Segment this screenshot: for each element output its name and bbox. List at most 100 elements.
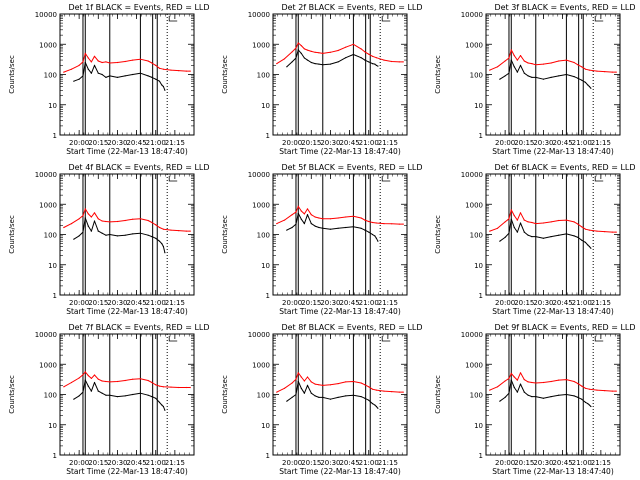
events-data-point [588,85,590,88]
events-data-point [584,401,587,403]
events-data-point [590,247,592,249]
x-tick-label: 20:45 [126,139,146,147]
y-tick-label: 10 [48,422,57,430]
events-data-point [519,222,522,224]
x-tick-label: 21:00 [359,299,379,307]
x-tick-label: 20:45 [552,459,572,467]
lld-data-point [101,61,103,64]
y-tick-label: 10 [474,422,483,430]
x-tick-label: 20:15 [301,299,321,307]
lld-data-point [283,58,286,60]
events-data-point [531,76,533,78]
events-data-point [531,236,533,238]
lld-data-point [508,377,510,379]
lld-data-point [550,380,552,383]
events-data-point [516,391,518,393]
lld-data-point [151,381,153,384]
lld-data-point [139,378,141,380]
y-tick-label: 1000 [39,361,57,369]
x-axis-label: Start Time (22-Mar-13 18:47:40) [492,307,614,316]
events-data-point [527,234,529,236]
x-axis-label: Start Time (22-Mar-13 18:47:40) [279,307,401,316]
lld-data-point [352,380,354,383]
x-axis-label: Start Time (22-Mar-13 18:47:40) [66,147,188,156]
lld-data-point [158,67,161,69]
plot-frame [59,333,195,456]
events-data-point [504,396,506,398]
events-data-point [510,218,512,220]
events-data-point [565,233,567,235]
events-data-point [513,386,515,389]
lld-data-point [90,377,92,379]
detector-panel-2: Det 2f BLACK = Events, RED = LLD Counts/s… [221,3,423,156]
x-tick-label: 21:15 [378,139,398,147]
x-tick-label: 20:15 [514,299,534,307]
lld-data-point [97,378,99,380]
lld-data-point [558,60,560,62]
y-tick-label: 100 [470,72,483,80]
x-tick-label: 21:00 [572,139,592,147]
lld-data-point [398,61,400,63]
events-data-point [73,238,75,240]
x-tick-label: 20:00 [495,299,515,307]
lld-data-point [90,61,92,63]
detector-panel-8: Det 8f BLACK = Events, RED = LLD Counts/s… [221,323,423,476]
lld-data-point [318,384,320,386]
lld-data-point [588,229,590,231]
lld-data-point [158,226,161,229]
lld-data-point [291,382,293,384]
lld-data-point [345,381,347,383]
plot-frame [272,333,408,456]
events-data-point [573,235,575,237]
events-data-point [584,81,587,83]
events-data-point [297,49,299,51]
plot-frame [59,13,195,136]
lld-data-point [310,381,312,383]
events-data-point [337,227,339,229]
events-data-point [504,75,506,77]
lld-data-point [147,60,149,62]
lld-data-point [391,391,393,393]
lld-data-point [109,221,111,223]
lld-data-point [63,226,65,229]
lld-data-point [105,380,107,383]
events-data-point [374,404,376,406]
events-data-point [84,379,86,381]
events-data-point [573,76,575,78]
bracket-marker [594,176,604,182]
lld-data-point [170,386,172,388]
y-axis-label: Counts/sec [434,375,442,414]
events-data-point [101,392,103,394]
events-data-point [499,78,501,80]
events-data-point [587,84,589,86]
lld-data-point [375,389,377,391]
events-data-point [109,233,111,236]
bracket-marker [594,16,604,22]
lld-data-point [291,214,293,216]
bracket-marker [381,176,391,182]
x-tick-label: 21:15 [165,139,185,147]
lld-data-point [542,63,544,65]
bracket-marker [594,336,604,342]
events-data-point [360,227,362,229]
events-data-point [577,236,579,238]
events-data-point [364,229,366,231]
lld-data-point [132,218,134,220]
lld-data-point [318,217,320,219]
events-data-point [542,397,544,399]
lld-data-point [577,223,579,225]
y-tick-label: 10000 [35,171,57,179]
lld-data-point [398,391,400,393]
events-data-point [360,57,362,59]
x-tick-label: 20:15 [88,459,108,467]
lld-data-point [297,42,299,44]
lld-data-point [70,381,73,384]
events-series-line [499,379,592,407]
events-data-point [508,72,510,74]
events-data-point [155,397,157,399]
events-data-point [587,403,589,405]
y-axis-label: Counts/sec [221,375,229,414]
events-data-point [101,73,103,76]
lld-data-point [276,223,278,225]
events-data-point [161,243,163,245]
